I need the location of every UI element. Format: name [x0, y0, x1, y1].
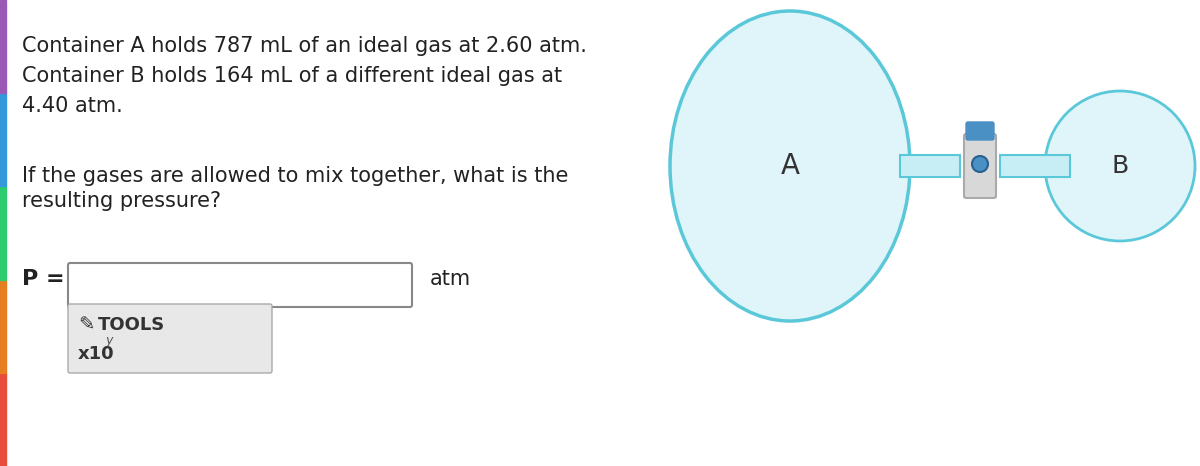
Text: atm: atm [430, 269, 472, 289]
Bar [0, 280, 6, 373]
Text: Container B holds 164 mL of a different ideal gas at: Container B holds 164 mL of a different … [22, 66, 562, 86]
Text: P =: P = [22, 269, 65, 289]
FancyBboxPatch shape [68, 304, 272, 373]
Bar [0, 373, 6, 466]
Bar [0, 0, 6, 93]
FancyBboxPatch shape [68, 263, 412, 307]
Circle shape [1045, 91, 1195, 241]
Text: TOOLS: TOOLS [98, 316, 166, 334]
Bar [900, 155, 960, 177]
Text: Container A holds 787 mL of an ideal gas at 2.60 atm.: Container A holds 787 mL of an ideal gas… [22, 36, 587, 56]
Bar [0, 93, 6, 186]
Text: If the gases are allowed to mix together, what is the: If the gases are allowed to mix together… [22, 166, 569, 186]
FancyBboxPatch shape [966, 122, 994, 140]
Text: B: B [1111, 154, 1129, 178]
Text: y: y [106, 334, 113, 347]
Text: x10: x10 [78, 345, 115, 363]
Ellipse shape [670, 11, 910, 321]
Text: 4.40 atm.: 4.40 atm. [22, 96, 122, 116]
Circle shape [972, 156, 988, 172]
Text: resulting pressure?: resulting pressure? [22, 191, 221, 211]
Text: A: A [780, 152, 799, 180]
FancyBboxPatch shape [964, 134, 996, 198]
Bar [1000, 155, 1070, 177]
Bar [0, 186, 6, 280]
Text: ✎: ✎ [78, 316, 95, 335]
